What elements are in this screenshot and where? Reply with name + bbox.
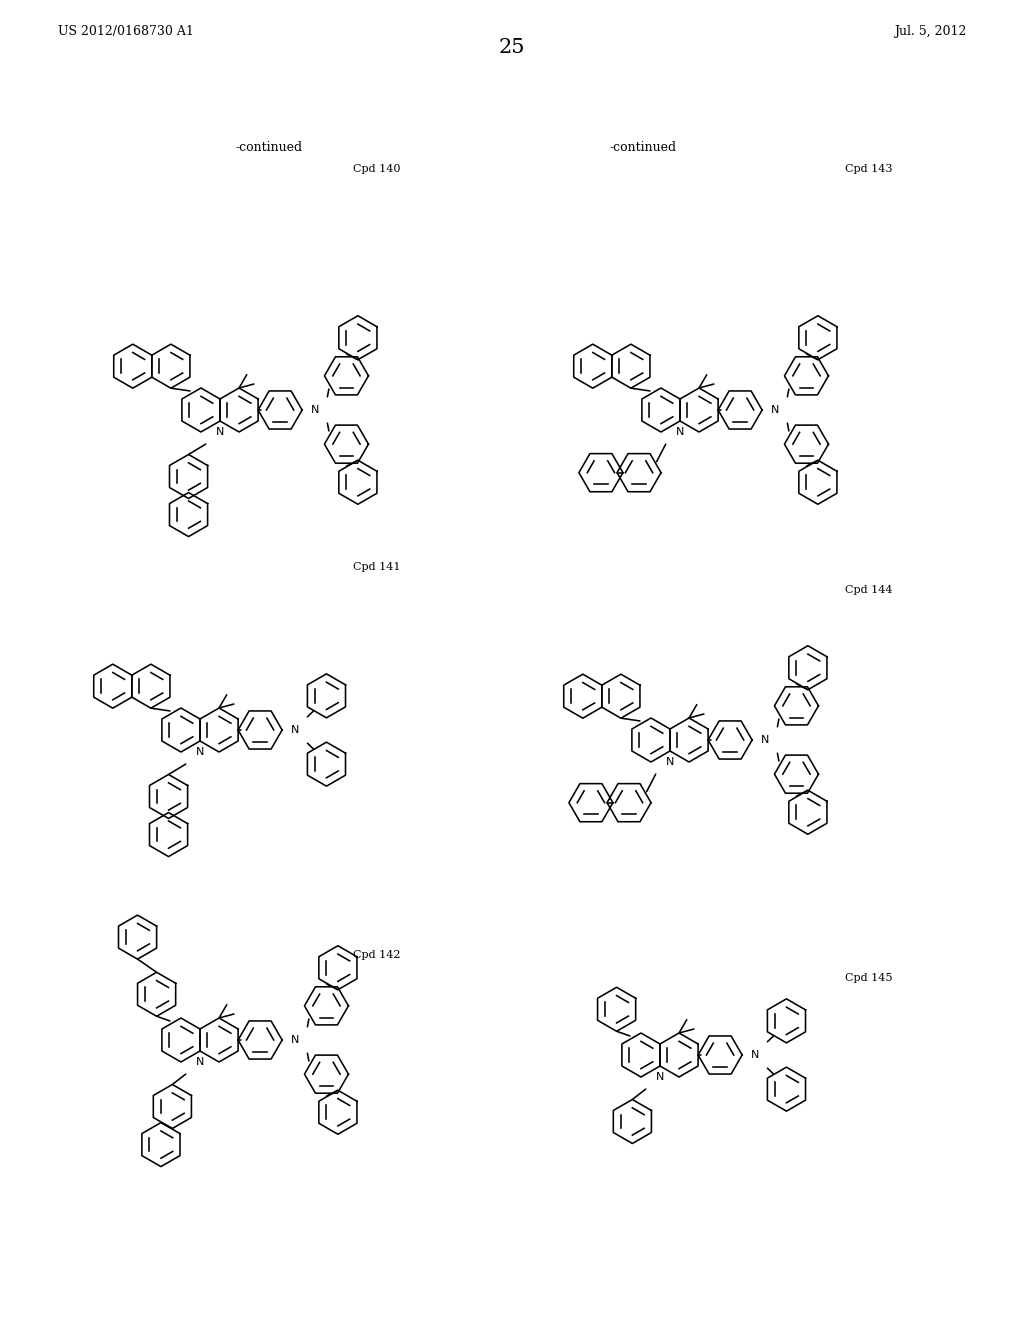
Text: N: N [761,735,769,744]
Text: N: N [666,756,674,767]
Text: Cpd 143: Cpd 143 [845,164,892,174]
Text: N: N [291,725,299,735]
Text: -continued: -continued [236,141,303,154]
Text: N: N [771,405,779,414]
Text: N: N [676,426,684,437]
Text: US 2012/0168730 A1: US 2012/0168730 A1 [58,25,194,38]
Text: Jul. 5, 2012: Jul. 5, 2012 [894,25,966,38]
Text: N: N [196,1057,204,1067]
Text: N: N [752,1049,760,1060]
Text: Cpd 140: Cpd 140 [353,164,400,174]
Text: Cpd 142: Cpd 142 [353,950,400,961]
Text: N: N [291,1035,299,1045]
Text: -continued: -continued [609,141,677,154]
Text: 25: 25 [499,38,525,57]
Text: Cpd 144: Cpd 144 [845,585,892,595]
Text: Cpd 141: Cpd 141 [353,562,400,573]
Text: N: N [196,747,204,756]
Text: N: N [216,426,224,437]
Text: Cpd 145: Cpd 145 [845,973,892,983]
Text: N: N [311,405,319,414]
Text: N: N [655,1072,665,1082]
